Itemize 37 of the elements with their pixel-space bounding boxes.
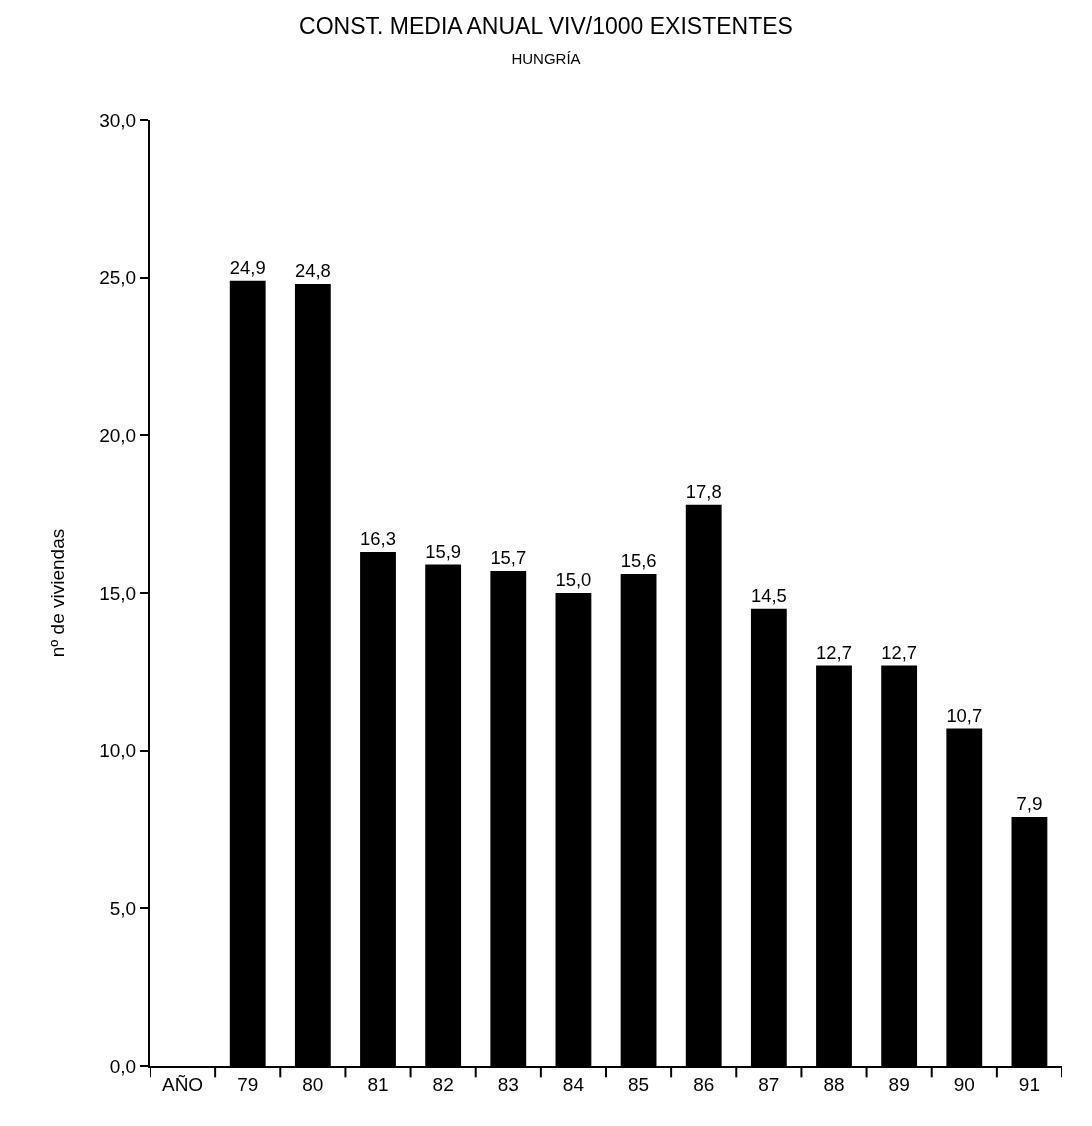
x-tick-label: 91 bbox=[1018, 1073, 1040, 1095]
y-tick-label: 5,0 bbox=[109, 897, 137, 919]
chart-title: CONST. MEDIA ANUAL VIV/1000 EXISTENTES bbox=[299, 12, 793, 39]
x-tick-label: 83 bbox=[497, 1073, 519, 1095]
data-label: 14,5 bbox=[750, 584, 787, 606]
x-tick-label: 85 bbox=[628, 1073, 650, 1095]
data-label: 12,7 bbox=[816, 641, 852, 663]
x-tick-label: 81 bbox=[367, 1073, 389, 1095]
data-label: 15,7 bbox=[490, 547, 527, 569]
data-label: 24,9 bbox=[229, 256, 266, 278]
x-tick-label: 86 bbox=[693, 1073, 715, 1095]
data-label: 16,3 bbox=[360, 528, 396, 550]
data-label: 24,8 bbox=[294, 260, 331, 282]
x-tick-label: AÑO bbox=[161, 1073, 204, 1095]
data-label: 15,0 bbox=[555, 569, 592, 591]
x-tick-label: 84 bbox=[562, 1073, 585, 1095]
y-axis-title: nº de viviendas bbox=[46, 528, 68, 658]
data-label: 15,9 bbox=[425, 540, 462, 562]
data-label: 10,7 bbox=[946, 704, 983, 726]
y-tick-label: 30,0 bbox=[99, 109, 137, 131]
y-tick-label: 10,0 bbox=[99, 740, 137, 762]
data-label: 15,6 bbox=[620, 550, 657, 572]
x-tick-label: 88 bbox=[823, 1073, 845, 1095]
y-tick-label: 15,0 bbox=[99, 582, 137, 604]
data-label: 7,9 bbox=[1016, 792, 1043, 814]
x-tick-label: 87 bbox=[758, 1073, 780, 1095]
x-tick-label: 82 bbox=[432, 1073, 454, 1095]
y-tick-label: 0,0 bbox=[109, 1055, 137, 1077]
x-tick-label: 90 bbox=[953, 1073, 975, 1095]
chart-subtitle: HUNGRÍA bbox=[511, 49, 581, 67]
y-tick-label: 25,0 bbox=[99, 267, 137, 289]
data-label: 17,8 bbox=[685, 480, 722, 502]
x-tick-label: 79 bbox=[237, 1073, 259, 1095]
x-tick-label: 89 bbox=[888, 1073, 910, 1095]
x-tick-label: 80 bbox=[302, 1073, 324, 1095]
data-label: 12,7 bbox=[881, 641, 918, 663]
y-tick-label: 20,0 bbox=[99, 424, 137, 446]
